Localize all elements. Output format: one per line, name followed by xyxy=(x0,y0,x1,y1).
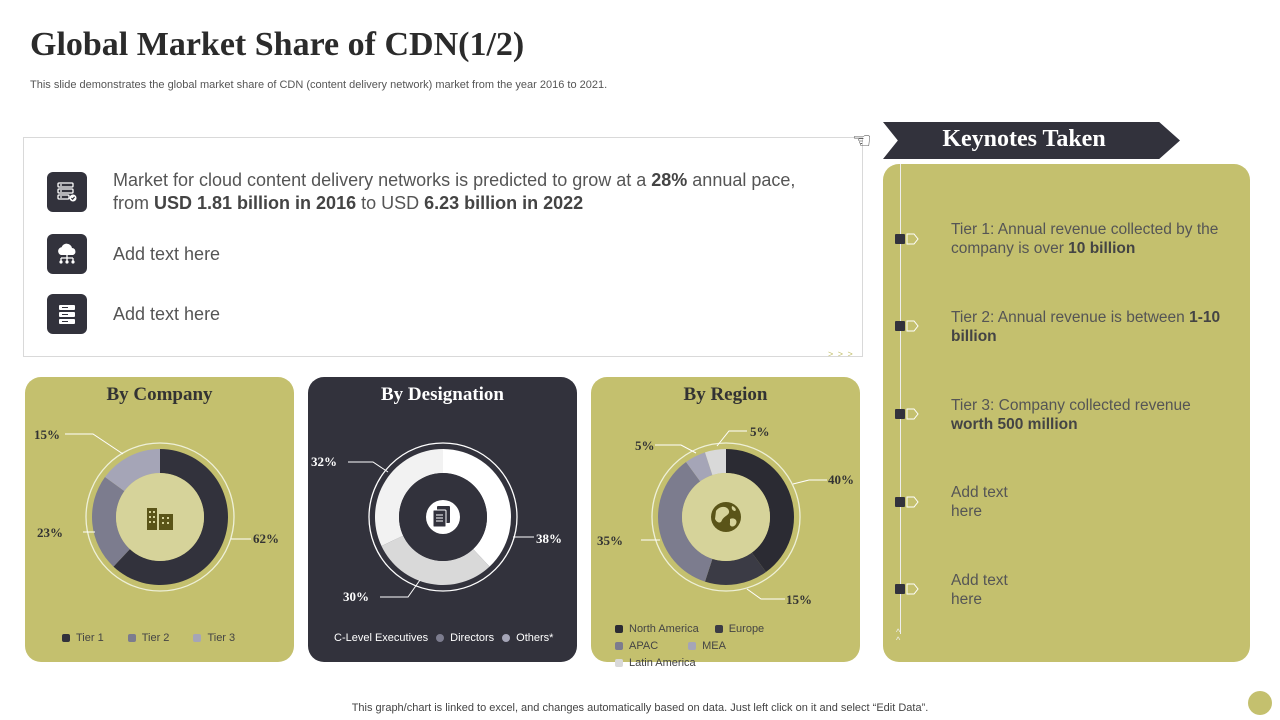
keynote-item-1: Tier 1: Annual revenue collected by the … xyxy=(951,221,1219,257)
page-subtitle: This slide demonstrates the global marke… xyxy=(30,79,608,91)
pct-label-latin-america: 5% xyxy=(750,424,770,439)
database-icon xyxy=(47,294,87,334)
info-item-3: Add text here xyxy=(47,294,833,334)
document-icon xyxy=(432,506,450,528)
bullet-icon xyxy=(895,583,919,595)
cloud-network-icon xyxy=(47,234,87,274)
pct-label-tier2: 23% xyxy=(37,525,63,540)
info-text-1: Market for cloud content delivery networ… xyxy=(113,170,796,213)
bullet-icon xyxy=(895,233,919,245)
pct-label-apac: 35% xyxy=(597,533,623,548)
legend-item-apac: APAC xyxy=(615,640,658,652)
donut-slice-tier-3 xyxy=(104,449,160,492)
leader-line-tier3 xyxy=(65,433,124,455)
legend-item-europe: Europe xyxy=(714,623,764,635)
double-chevron-up-icon: ^ ^ xyxy=(896,627,901,645)
legend-item-tier3: Tier 3 xyxy=(193,632,235,644)
legend-item-directors: Directors xyxy=(436,632,494,644)
pointing-hand-icon: ☜ xyxy=(852,128,872,153)
bullet-icon xyxy=(895,496,919,508)
keynote-item-5: Add text here xyxy=(951,572,1008,608)
leader-line-others xyxy=(348,461,389,473)
donut-slice-tier-1 xyxy=(113,449,228,585)
donut-slice-europe xyxy=(704,552,766,585)
donut-slice-others xyxy=(375,449,443,546)
donut-slice-latin-america xyxy=(704,449,726,476)
legend-item-mea: MEA xyxy=(688,640,726,652)
chart-title-company: By Company xyxy=(106,384,213,405)
donut-slice-apac xyxy=(658,461,713,582)
pct-label-tier1: 62% xyxy=(253,531,279,546)
keynotes-timeline xyxy=(900,164,901,634)
corner-dot xyxy=(1248,691,1272,715)
region-donut-chart: 40% 15% 35% 5% 5% xyxy=(597,424,854,607)
chart-title-region: By Region xyxy=(683,384,768,405)
leader-line-directors xyxy=(380,579,421,598)
info-text-3: Add text here xyxy=(113,303,221,324)
keynote-item-4: Add text here xyxy=(951,484,1008,520)
keynote-item-3: Tier 3: Company collected revenue worth … xyxy=(951,397,1191,433)
bullet-icon xyxy=(895,320,919,332)
company-donut-chart: 62% 23% 15% xyxy=(34,427,279,592)
legend-region: North America Europe APAC MEA Latin Amer… xyxy=(615,623,845,669)
legend-item-north-america: North America xyxy=(615,623,699,635)
globe-icon xyxy=(711,502,741,532)
leader-line-europe xyxy=(746,588,785,600)
keynotes-panel xyxy=(883,164,1250,662)
legend-item-tier1: Tier 1 xyxy=(62,632,104,644)
donut-slice-c-level-executives xyxy=(443,449,511,567)
keynote-item-2: Tier 2: Annual revenue is between 1-10 b… xyxy=(951,309,1221,345)
pct-label-others: 32% xyxy=(311,454,337,469)
keynotes-title: Keynotes Taken xyxy=(942,126,1106,152)
keynotes-banner xyxy=(883,122,1180,159)
donut-slice-north-america xyxy=(726,449,794,573)
info-item-1: Market for cloud content delivery networ… xyxy=(47,169,833,215)
legend-item-others: Others* xyxy=(502,632,553,644)
info-text-2: Add text here xyxy=(113,243,221,264)
pct-label-north-america: 40% xyxy=(828,472,854,487)
pct-label-tier3: 15% xyxy=(34,427,60,442)
leader-line-north-america xyxy=(792,479,827,485)
donut-slice-mea xyxy=(686,452,713,482)
legend-item-latin-america: Latin America xyxy=(615,657,696,669)
bullet-icon xyxy=(895,408,919,420)
chart-title-designation: By Designation xyxy=(381,384,504,405)
legend-designation: C-Level Executives Directors Others* xyxy=(334,632,567,644)
chevron-arrows-icon: > > > xyxy=(828,349,854,359)
pct-label-clevel: 38% xyxy=(536,531,562,546)
info-box: Market for cloud content delivery networ… xyxy=(23,137,863,357)
designation-donut-chart: 38% 30% 32% xyxy=(311,442,562,604)
donut-outer-ring xyxy=(651,442,801,592)
donut-outer-ring xyxy=(368,442,518,592)
legend-company: Tier 1 Tier 2 Tier 3 xyxy=(62,632,249,644)
leader-line-mea xyxy=(655,444,697,454)
server-icon xyxy=(47,172,87,212)
legend-item-tier2: Tier 2 xyxy=(127,632,169,644)
pct-label-directors: 30% xyxy=(343,589,369,604)
page-title: Global Market Share of CDN(1/2) xyxy=(30,26,525,63)
donut-outer-ring xyxy=(85,442,235,592)
footer-note: This graph/chart is linked to excel, and… xyxy=(351,702,929,714)
pct-label-mea: 5% xyxy=(635,438,655,453)
leader-line-latin-america xyxy=(716,430,747,447)
donut-slice-directors xyxy=(381,535,490,585)
legend-item-clevel: C-Level Executives xyxy=(334,632,429,644)
donut-slice-tier-2 xyxy=(91,477,130,567)
info-item-2: Add text here xyxy=(47,234,833,274)
pct-label-europe: 15% xyxy=(786,592,812,607)
building-icon xyxy=(147,508,173,530)
